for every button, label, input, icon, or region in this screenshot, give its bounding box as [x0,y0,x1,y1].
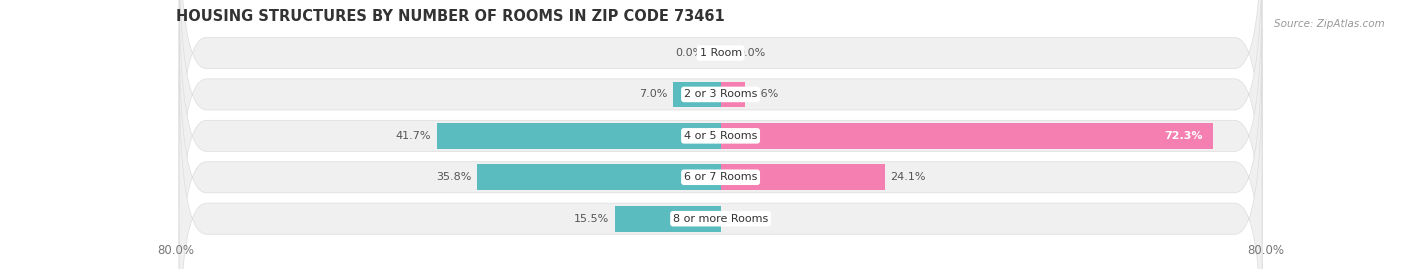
Text: HOUSING STRUCTURES BY NUMBER OF ROOMS IN ZIP CODE 73461: HOUSING STRUCTURES BY NUMBER OF ROOMS IN… [176,9,724,24]
Bar [673,82,721,107]
Text: 4 or 5 Rooms: 4 or 5 Rooms [683,131,758,141]
Text: 24.1%: 24.1% [890,172,925,182]
Text: 6 or 7 Rooms: 6 or 7 Rooms [683,172,758,182]
FancyBboxPatch shape [179,0,1263,245]
Text: 7.0%: 7.0% [640,89,668,100]
FancyBboxPatch shape [179,0,1263,203]
Bar [721,164,884,190]
Text: 72.3%: 72.3% [1164,131,1202,141]
Text: 8 or more Rooms: 8 or more Rooms [673,214,768,224]
Text: Source: ZipAtlas.com: Source: ZipAtlas.com [1274,19,1385,29]
Text: 0.0%: 0.0% [675,48,703,58]
Text: 2 or 3 Rooms: 2 or 3 Rooms [683,89,758,100]
Text: 3.6%: 3.6% [751,89,779,100]
FancyBboxPatch shape [179,27,1263,269]
FancyBboxPatch shape [179,0,1263,269]
Bar [721,82,745,107]
FancyBboxPatch shape [179,69,1263,269]
Bar [477,164,721,190]
Bar [721,123,1213,149]
Text: 0.0%: 0.0% [738,214,766,224]
Text: 0.0%: 0.0% [738,48,766,58]
Text: 41.7%: 41.7% [395,131,432,141]
Text: 35.8%: 35.8% [436,172,471,182]
Bar [437,123,721,149]
Bar [614,206,721,232]
Text: 15.5%: 15.5% [574,214,610,224]
Text: 1 Room: 1 Room [700,48,741,58]
